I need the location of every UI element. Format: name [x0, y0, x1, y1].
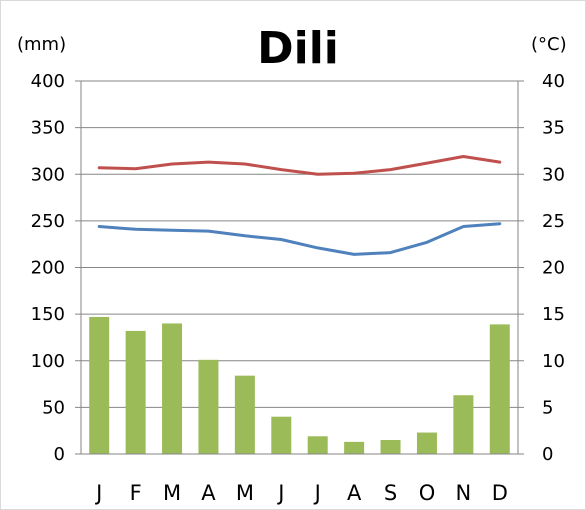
- temperature-lines: [97, 155, 502, 256]
- left-tick-label: 300: [31, 164, 65, 185]
- right-tick-label: 20: [542, 258, 565, 279]
- month-label: J: [276, 481, 284, 505]
- precipitation-bars: [89, 316, 510, 454]
- left-tick-label: 50: [42, 397, 65, 418]
- precipitation-bar: [416, 432, 437, 454]
- axes: [75, 80, 524, 455]
- left-tick-label: 200: [31, 258, 65, 279]
- month-label: F: [130, 481, 142, 505]
- month-label: M: [236, 481, 254, 505]
- precipitation-bar: [380, 440, 401, 454]
- left-tick-label: 350: [31, 118, 65, 139]
- precipitation-bar: [453, 395, 474, 454]
- left-tick-label: 150: [31, 304, 65, 325]
- precipitation-bar: [234, 375, 255, 454]
- right-tick-label: 15: [542, 304, 565, 325]
- right-tick-label: 0: [542, 444, 553, 465]
- temperature-line: [97, 222, 502, 256]
- right-tick-label: 25: [542, 211, 565, 232]
- precipitation-bar: [489, 324, 510, 454]
- precipitation-bar: [198, 359, 219, 454]
- chart-title: Dili: [257, 23, 339, 74]
- precipitation-bar: [89, 316, 110, 454]
- left-tick-label: 250: [31, 211, 65, 232]
- month-label: J: [94, 481, 102, 505]
- precipitation-bar: [271, 416, 292, 454]
- left-tick-label: 0: [54, 444, 65, 465]
- right-tick-label: 35: [542, 118, 565, 139]
- month-label: O: [419, 481, 436, 505]
- right-tick-label: 10: [542, 351, 565, 372]
- precipitation-bar: [162, 323, 183, 454]
- month-label: S: [384, 481, 397, 505]
- precipitation-bar: [125, 330, 146, 454]
- right-tick-label: 5: [542, 397, 553, 418]
- month-label: J: [313, 481, 321, 505]
- month-label: N: [456, 481, 472, 505]
- temperature-line: [97, 155, 502, 176]
- left-tick-label: 100: [31, 351, 65, 372]
- month-label: A: [201, 481, 216, 505]
- right-axis-unit: (°C): [531, 34, 567, 55]
- month-label: D: [492, 481, 508, 505]
- tick-labels: 0 50 100 150 200 250 300 350 400 0 5 10 15 20 25 30 35 40…: [31, 71, 565, 505]
- left-tick-label: 400: [31, 71, 65, 92]
- left-axis-unit: (mm): [17, 34, 66, 55]
- precipitation-bar: [344, 441, 365, 454]
- precipitation-bar: [307, 436, 328, 454]
- right-tick-label: 30: [542, 164, 565, 185]
- month-label: M: [163, 481, 181, 505]
- right-tick-label: 40: [542, 71, 565, 92]
- gridlines: [81, 80, 518, 408]
- month-label: A: [347, 481, 362, 505]
